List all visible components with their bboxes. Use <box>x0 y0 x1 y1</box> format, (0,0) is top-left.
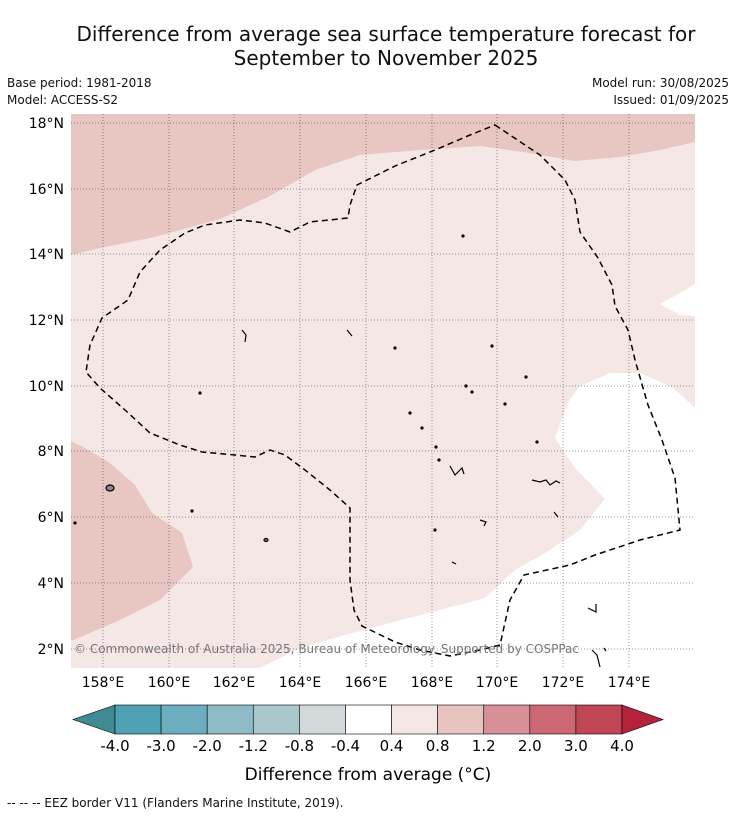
islet-4 <box>198 391 202 395</box>
colorbar-segment <box>391 704 438 735</box>
lon-label: 172°E <box>542 675 585 691</box>
colorbar-tick-label: 4.0 <box>610 737 634 755</box>
lat-label: 16°N <box>29 182 64 198</box>
reef-6 <box>479 519 487 527</box>
meta-right: Model run: 30/08/2025 Issued: 01/09/2025 <box>592 75 729 109</box>
islet-13 <box>524 375 528 379</box>
issued-date: Issued: 01/09/2025 <box>613 93 729 107</box>
anomaly-neutral-east <box>260 373 695 668</box>
colorbar-segment <box>575 704 623 735</box>
islands <box>73 234 607 668</box>
colorbar-segment <box>529 704 577 735</box>
islet-3 <box>490 344 494 348</box>
islet-16 <box>73 521 77 525</box>
colorbar-tick-label: -0.8 <box>285 737 314 755</box>
islet-5 <box>464 384 468 388</box>
lat-label: 4°N <box>38 576 64 592</box>
islet-10 <box>434 445 438 449</box>
lat-label: 8°N <box>38 444 64 460</box>
lon-label: 170°E <box>476 675 519 691</box>
lat-label: 6°N <box>38 510 64 526</box>
colorbar-tick-label: -0.4 <box>331 737 360 755</box>
lon-label: 160°E <box>148 675 191 691</box>
meta-left: Base period: 1981-2018 Model: ACCESS-S2 <box>7 75 152 109</box>
reef-10 <box>603 647 607 652</box>
colorbar-segment <box>299 704 346 735</box>
reef-1 <box>241 329 247 343</box>
island-kosrae <box>105 484 115 492</box>
copyright-text: © Commonwealth of Australia 2025, Bureau… <box>74 642 579 656</box>
lat-label: 2°N <box>38 642 64 658</box>
eez-legend: -- -- -- EEZ border V11 (Flanders Marine… <box>7 796 344 810</box>
anomaly-0.8-1.2-southwest <box>71 441 193 641</box>
colorbar-segment <box>206 704 254 735</box>
colorbar: -4.0 -3.0 -2.0 -1.2 -0.8 -0.4 0.4 0.8 1.2 2.0 3.0 4… <box>72 704 664 755</box>
islet-6 <box>470 390 474 394</box>
lon-label: 174°E <box>608 675 651 691</box>
colorbar-tick-label: -1.2 <box>239 737 268 755</box>
islet-2 <box>393 346 397 350</box>
gridlines <box>71 114 695 668</box>
colorbar-tick-label: -3.0 <box>146 737 175 755</box>
colorbar-segment <box>252 704 300 735</box>
islet-14 <box>433 528 437 532</box>
colorbar-tick-label: -4.0 <box>100 737 129 755</box>
islet-7 <box>503 402 507 406</box>
model-run: Model run: 30/08/2025 <box>591 76 729 90</box>
islet-8 <box>408 411 412 415</box>
lat-label: 14°N <box>29 247 64 263</box>
colorbar-under-arrow <box>72 704 116 735</box>
colorbar-tick-label: -2.0 <box>193 737 222 755</box>
colorbar-over-arrow <box>621 704 664 735</box>
base-period: Base period: 1981-2018 <box>7 76 152 90</box>
colorbar-segment <box>345 704 392 735</box>
reef-2 <box>346 329 353 337</box>
map-area <box>71 114 695 668</box>
reef-8 <box>587 604 597 613</box>
colorbar-tick-label: 3.0 <box>564 737 588 755</box>
lon-label: 166°E <box>345 675 388 691</box>
reef-3 <box>449 465 465 476</box>
islet-1 <box>461 234 465 238</box>
lon-label: 158°E <box>82 675 125 691</box>
colorbar-segment <box>160 704 208 735</box>
reef-7 <box>451 561 457 565</box>
colorbar-label: Difference from average (°C) <box>245 765 492 785</box>
anomaly-0.8-1.2-north <box>71 114 695 255</box>
latitude-labels: 18°N 16°N 14°N 12°N 10°N 8°N 6°N 4°N 2°N <box>29 116 64 658</box>
colorbar-tick-label: 2.0 <box>518 737 542 755</box>
reef-9 <box>591 649 601 668</box>
islet-11 <box>437 458 441 462</box>
map-title: Difference from average sea surface temp… <box>0 22 736 70</box>
islet-15 <box>190 509 194 513</box>
lon-label: 164°E <box>279 675 322 691</box>
island-small-1 <box>263 537 269 543</box>
longitude-labels: 158°E 160°E 162°E 164°E 166°E 168°E 170°… <box>82 675 651 691</box>
title-line-1: Difference from average sea surface temp… <box>76 22 696 46</box>
colorbar-tick-label: 0.8 <box>426 737 450 755</box>
colorbar-segment <box>114 704 162 735</box>
model-name: Model: ACCESS-S2 <box>7 93 119 107</box>
lat-label: 18°N <box>29 116 64 132</box>
colorbar-tick-label: 1.2 <box>472 737 496 755</box>
title-line-2: September to November 2025 <box>233 46 539 70</box>
colorbar-segment <box>437 704 485 735</box>
islet-9 <box>420 426 424 430</box>
lat-label: 10°N <box>29 379 64 395</box>
colorbar-tick-label: 0.4 <box>380 737 404 755</box>
anomaly-neutral-wedge <box>660 284 695 316</box>
colorbar-segment <box>483 704 531 735</box>
lon-label: 168°E <box>411 675 454 691</box>
reef-5 <box>553 511 559 518</box>
lon-label: 162°E <box>213 675 256 691</box>
reef-4 <box>531 479 561 486</box>
lat-label: 12°N <box>29 313 64 329</box>
islet-12 <box>535 440 539 444</box>
